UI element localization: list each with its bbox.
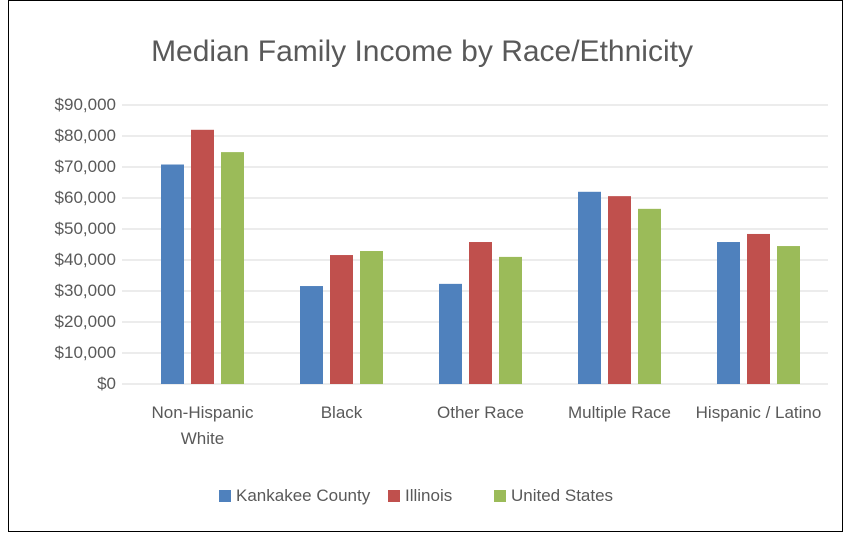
- y-tick-label: $90,000: [54, 95, 116, 114]
- y-tick-label: $0: [97, 374, 116, 393]
- bar: [638, 208, 661, 384]
- bar: [439, 283, 462, 384]
- x-tick-label: Other Race: [437, 403, 524, 422]
- legend-label: Kankakee County: [236, 486, 371, 505]
- bar: [608, 196, 631, 384]
- bar: [221, 152, 244, 384]
- x-tick-label: Hispanic / Latino: [695, 403, 822, 422]
- x-tick-label: Non-Hispanic White: [151, 403, 254, 448]
- bar: [777, 246, 800, 384]
- y-tick-label: $60,000: [54, 188, 116, 207]
- bar: [360, 251, 383, 384]
- y-tick-label: $40,000: [54, 250, 116, 269]
- bar: [469, 242, 492, 384]
- x-tick-label: Multiple Race: [568, 403, 671, 422]
- y-tick-label: $30,000: [54, 281, 116, 300]
- bar: [747, 233, 770, 384]
- y-tick-label: $50,000: [54, 219, 116, 238]
- legend-swatch: [494, 490, 506, 502]
- y-tick-label: $70,000: [54, 157, 116, 176]
- x-tick-label: Black: [320, 403, 363, 422]
- y-tick-label: $20,000: [54, 312, 116, 331]
- bar: [578, 191, 601, 384]
- legend-label: Illinois: [405, 486, 453, 505]
- y-tick-label: $10,000: [54, 343, 116, 362]
- bar: [330, 255, 353, 384]
- bar: [161, 164, 184, 384]
- legend-swatch: [388, 490, 400, 502]
- bar: [499, 256, 522, 384]
- legend-swatch: [219, 490, 231, 502]
- bar: [717, 242, 740, 384]
- bar: [300, 286, 323, 384]
- bar: [191, 129, 214, 384]
- y-tick-label: $80,000: [54, 126, 116, 145]
- chart-title: Median Family Income by Race/Ethnicity: [151, 35, 693, 68]
- legend-label: United States: [511, 486, 614, 505]
- chart-frame: [8, 0, 843, 532]
